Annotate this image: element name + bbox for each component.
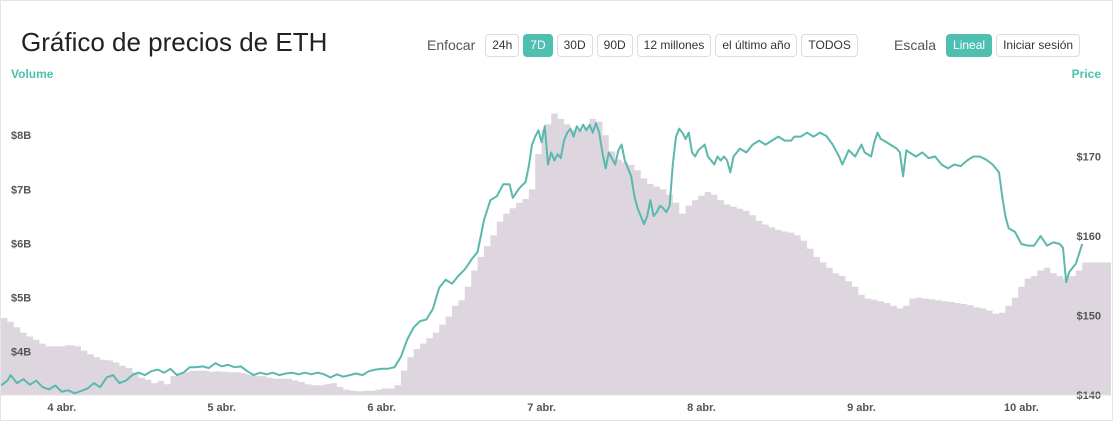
left-tick-label: $6B <box>11 238 31 250</box>
scale-option-button[interactable]: Iniciar sesión <box>996 33 1081 57</box>
scale-option-button[interactable]: Lineal <box>946 33 993 57</box>
right-tick-label: $140 <box>1077 390 1101 402</box>
left-axis-title: Volume <box>11 67 54 81</box>
x-tick-label: 5 abr. <box>207 402 236 414</box>
scale-controls: Escala Lineal Iniciar sesión <box>894 33 1084 57</box>
zoom-controls: Enfocar 24h 7D 30D 90D 12 millones el último … <box>427 33 862 57</box>
x-tick-label: 10 abr. <box>1004 402 1039 414</box>
right-tick-label: $160 <box>1077 231 1101 243</box>
page-title: Gráfico de precios de ETH <box>21 27 328 57</box>
right-axis-title: Price <box>1072 67 1102 81</box>
left-tick-label: $8B <box>11 130 31 142</box>
zoom-option-button[interactable]: 90D <box>596 33 633 57</box>
zoom-option-button[interactable]: 30D <box>556 33 593 57</box>
zoom-label: Enfocar <box>427 37 476 53</box>
x-tick-label: 8 abr. <box>687 402 716 414</box>
left-tick-label: $4B <box>11 347 31 359</box>
left-tick-label: $7B <box>11 184 31 196</box>
left-tick-label: $5B <box>11 293 31 305</box>
zoom-option-button[interactable]: TODOS <box>801 33 858 57</box>
zoom-option-button[interactable]: 12 millones <box>636 33 712 57</box>
zoom-option-button[interactable]: 7D <box>523 33 553 57</box>
x-tick-label: 4 abr. <box>47 402 76 414</box>
price-line <box>1 122 1084 395</box>
x-tick-label: 6 abr. <box>367 402 396 414</box>
scale-label: Escala <box>894 37 937 53</box>
right-tick-label: $170 <box>1077 152 1101 164</box>
x-tick-label: 7 abr. <box>527 402 556 414</box>
right-tick-label: $150 <box>1077 311 1101 323</box>
volume-area <box>1 113 1111 395</box>
x-tick-label: 9 abr. <box>847 402 876 414</box>
zoom-option-button[interactable]: 24h <box>485 33 520 57</box>
zoom-option-button[interactable]: el último año <box>715 33 798 57</box>
